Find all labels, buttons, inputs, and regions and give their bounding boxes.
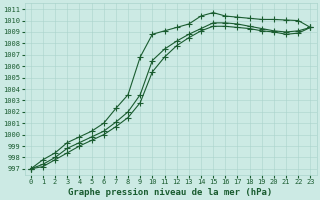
X-axis label: Graphe pression niveau de la mer (hPa): Graphe pression niveau de la mer (hPa) — [68, 188, 273, 197]
